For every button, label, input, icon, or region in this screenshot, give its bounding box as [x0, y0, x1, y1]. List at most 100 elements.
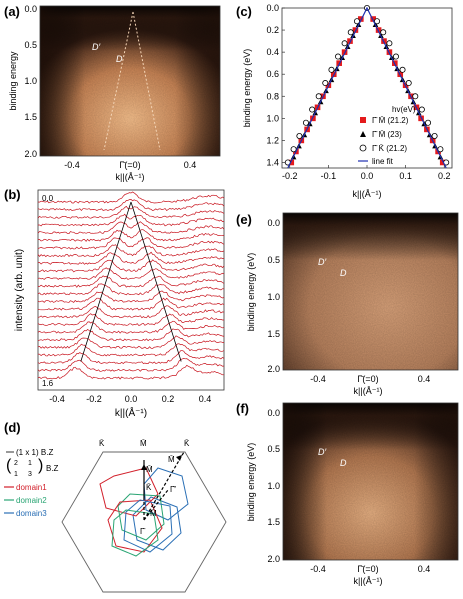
panel-a: (a) D′ D 0.0 0.5 1.0 1.5 2.0 binding ene…	[4, 4, 221, 182]
c-ytick-label: 0.2	[266, 25, 279, 35]
panel-d-label: (d)	[4, 420, 21, 435]
c-xtick-label: 0.2	[438, 171, 451, 181]
b-edc-curve	[37, 350, 225, 365]
c-point-square	[439, 159, 446, 166]
svg-text:Γ̄: Γ̄	[140, 527, 146, 536]
panel-b-label: (b)	[4, 187, 21, 202]
svg-text:1.0: 1.0	[267, 481, 280, 491]
c-point-circle	[431, 132, 438, 139]
panel-e-xticks: -0.4 Γ̄(=0) 0.4	[310, 374, 430, 384]
c-line-fit	[287, 6, 447, 169]
panel-a-label: (a)	[4, 4, 20, 19]
panel-c-axes: 0.0 0.2 0.4 0.6 0.8 1.0 1.2 1.4-0.2 -0.1 0.0 0.1 0.…	[266, 3, 450, 181]
b-edc-curve	[37, 237, 225, 250]
panel-b-xlabel: k||(Å⁻¹)	[115, 406, 147, 419]
bz-domain3-bottom	[123, 499, 173, 553]
svg-text:Γ̄(=0): Γ̄(=0)	[357, 564, 378, 574]
legend-domain3: domain3	[16, 509, 47, 518]
panel-c: (c) 0.00.20.40.60.81.01.21.4-0.2 -0.1 0.0 0…	[236, 3, 453, 199]
svg-text:1: 1	[28, 460, 32, 467]
svg-text:0.0: 0.0	[267, 218, 280, 228]
legend-1x1-bz: (1 x 1) B.Z	[16, 448, 53, 457]
c-point-circle	[437, 146, 444, 153]
c-point-square	[370, 16, 376, 22]
svg-text:K̄: K̄	[146, 483, 152, 492]
panel-f-annotation-d: D	[340, 458, 347, 468]
legend-superstructure-bz: B.Z	[46, 464, 59, 473]
panel-b: (b) 0.0 1.6 intensity (arb. unit) -0.4 -…	[4, 187, 225, 419]
svg-text:-0.4: -0.4	[310, 374, 326, 384]
b-edc-curve	[37, 290, 225, 303]
panel-b-bottom-label: 1.6	[42, 379, 54, 388]
c-xtick-label: 0.0	[361, 171, 374, 181]
bz-point-labels: K̄ M̄ K̄ M̄ M̄ K̄ Γ̄′ Γ̄ M̄	[99, 439, 190, 536]
panel-b-top-label: 0.0	[42, 194, 54, 203]
b-edc-curve	[37, 191, 225, 204]
panel-e-yticks: 0.0 0.5 1.0 1.5 2.0	[267, 218, 280, 374]
svg-text:M̄: M̄	[146, 465, 153, 474]
c-ytick-label: 0.6	[266, 69, 279, 79]
panel-f-ylabel: binding energy (eV)	[246, 443, 256, 522]
b-edc-curve	[37, 313, 224, 326]
svg-text:2.0: 2.0	[267, 364, 280, 374]
svg-text:1.5: 1.5	[267, 329, 280, 339]
bz-domain1-bottom	[107, 499, 163, 553]
legend-domain2: domain2	[16, 496, 47, 505]
svg-text:2.0: 2.0	[24, 149, 37, 159]
c-point-circle	[315, 93, 322, 100]
b-edc-curve	[37, 267, 225, 280]
c-point-circle	[418, 106, 425, 113]
svg-text:M̄: M̄	[140, 439, 147, 448]
c-point-circle	[296, 132, 303, 139]
c-point-square	[358, 16, 364, 22]
panel-f-label: (f)	[236, 401, 249, 416]
b-edc-curve	[38, 213, 225, 227]
panel-a-xticks: -0.4 Γ̄(=0) 0.4	[64, 160, 196, 170]
svg-text:(: (	[6, 457, 12, 474]
bz-domain2-center	[117, 493, 165, 541]
panel-a-annotation-dprime: D′	[92, 42, 100, 52]
svg-text:0.4: 0.4	[418, 564, 431, 574]
c-point-circle	[335, 53, 342, 60]
panel-b-xticks: -0.4 -0.2 0.0 0.2 0.4	[49, 394, 211, 404]
panel-d: (d) (1 x 1) B.Z ( ) 2 1 1 3 B.Z domain1 …	[4, 420, 227, 593]
b-edc-curve	[37, 297, 225, 311]
svg-text:0.5: 0.5	[24, 40, 37, 50]
bz-domain3-top	[132, 496, 182, 551]
c-point-circle	[399, 66, 406, 73]
c-xtick-label: 0.1	[399, 171, 412, 181]
panel-c-xlabel: k||(Å⁻¹)	[353, 189, 382, 199]
svg-text:K̄: K̄	[99, 439, 105, 448]
c-xtick-label: -0.2	[282, 171, 298, 181]
svg-text:1.0: 1.0	[24, 76, 37, 86]
c-point-circle	[347, 29, 354, 36]
svg-text:-0.4: -0.4	[64, 160, 80, 170]
panel-a-yticks: 0.0 0.5 1.0 1.5 2.0	[24, 4, 37, 159]
svg-text:M̄: M̄	[168, 455, 175, 464]
svg-text:0.4: 0.4	[184, 160, 197, 170]
panel-c-data-marks	[284, 5, 450, 169]
svg-text:1.5: 1.5	[24, 112, 37, 122]
svg-text:Γ̄(=0): Γ̄(=0)	[119, 160, 140, 170]
panel-b-edc-curves	[37, 191, 225, 380]
svg-text:1.5: 1.5	[267, 517, 280, 527]
svg-text:1: 1	[14, 471, 18, 478]
bz-domain2-bottom	[111, 509, 159, 557]
c-point-circle	[412, 93, 419, 100]
legend-item-gk-21: Γ̄ K̄ (21.2)	[372, 144, 407, 153]
b-edc-curve	[37, 283, 225, 296]
svg-text:0.4: 0.4	[418, 374, 431, 384]
c-point-circle	[353, 18, 360, 25]
c-xtick-label: -0.1	[321, 171, 337, 181]
svg-text:-0.4: -0.4	[49, 394, 65, 404]
legend-circle-marker	[359, 144, 367, 152]
svg-text:2.0: 2.0	[267, 554, 280, 564]
b-edc-curve	[37, 358, 225, 372]
panel-e-annotation-dprime: D′	[318, 257, 326, 267]
c-point-circle	[309, 106, 316, 113]
c-point-circle	[341, 40, 348, 47]
svg-text:K̄: K̄	[184, 439, 190, 448]
c-point-circle	[392, 53, 399, 60]
panel-a-annotation-d: D	[116, 54, 123, 64]
